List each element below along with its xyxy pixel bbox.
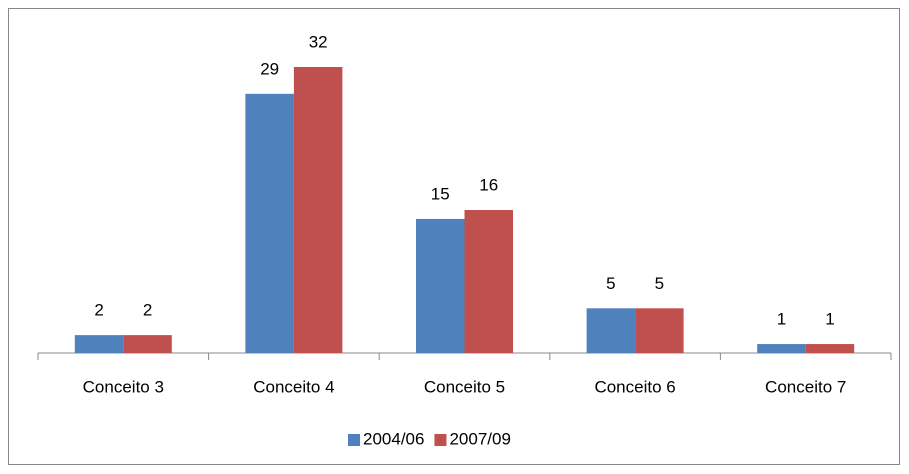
bar <box>293 67 343 353</box>
bar <box>586 308 636 353</box>
x-tick-label: Conceito 5 <box>424 377 505 396</box>
data-label: 32 <box>309 32 328 51</box>
bar <box>74 335 124 353</box>
legend-swatch <box>348 434 360 446</box>
bar <box>464 210 513 353</box>
data-label: 1 <box>777 310 786 329</box>
data-label: 29 <box>260 59 279 78</box>
legend-label: 2007/09 <box>449 429 510 448</box>
bar <box>805 344 855 353</box>
x-tick-label: Conceito 7 <box>765 377 846 396</box>
x-tick-label: Conceito 6 <box>594 377 675 396</box>
x-tick-label: Conceito 3 <box>83 377 164 396</box>
data-label: 16 <box>479 175 498 194</box>
bar <box>245 93 294 353</box>
bar <box>123 335 172 353</box>
data-label: 1 <box>825 310 834 329</box>
x-tick-label: Conceito 4 <box>253 377 334 396</box>
bar <box>635 308 684 353</box>
data-label: 2 <box>94 301 103 320</box>
bar <box>416 218 465 353</box>
bar <box>757 344 806 353</box>
data-label: 15 <box>431 184 450 203</box>
data-label: 5 <box>655 274 664 293</box>
data-label: 5 <box>606 274 615 293</box>
data-label: 2 <box>143 301 152 320</box>
legend-swatch <box>434 434 447 446</box>
legend-label: 2004/06 <box>363 429 424 448</box>
